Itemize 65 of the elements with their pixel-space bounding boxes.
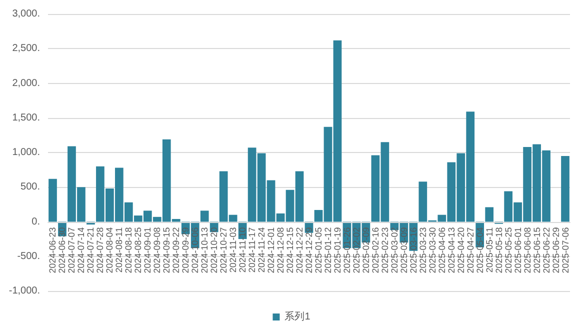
x-tick-label: 2025-02-02	[351, 227, 362, 274]
x-tick-label: 2024-08-04	[104, 227, 115, 274]
x-tick-label: 2024-12-22	[294, 227, 305, 274]
x-tick-label: 2025-05-04	[474, 227, 485, 274]
x-tick-label: 2024-11-17	[247, 227, 258, 273]
x-tick-label: 2025-02-16	[370, 227, 380, 274]
x-tick-label: 2024-07-07	[66, 227, 77, 274]
x-tick-label: 2025-05-18	[494, 227, 504, 274]
x-tick-label: 2024-11-24	[256, 227, 267, 273]
x-tick-label: 2025-03-02	[389, 227, 400, 274]
x-tick-label: 2024-06-30	[57, 227, 68, 274]
y-tick-label: -500.	[17, 250, 40, 262]
x-tick-label: 2024-06-23	[48, 227, 58, 274]
x-tick-label: 2025-04-20	[456, 227, 466, 274]
x-tick-label: 2024-09-01	[142, 227, 153, 274]
y-tick-label: 2,000.	[12, 78, 40, 89]
y-tick-label: 2,500.	[12, 43, 40, 54]
y-tick-label: 0.	[32, 216, 40, 228]
x-tick-label: 2024-07-28	[95, 227, 106, 274]
x-tick-label: 2024-10-13	[200, 227, 210, 274]
y-tick-label: 500.	[20, 182, 40, 193]
x-tick-label: 2024-10-27	[218, 227, 229, 274]
x-tick-label: 2024-11-10	[238, 227, 248, 273]
y-tick-label: 1,500.	[12, 112, 40, 124]
y-tick-label: 1,000.	[12, 147, 40, 158]
x-tick-label: 2025-06-08	[522, 227, 532, 274]
x-tick-label: 2025-04-06	[436, 227, 447, 274]
x-tick-label: 2024-12-08	[276, 227, 286, 274]
x-tick-label: 2025-06-22	[541, 227, 552, 274]
x-tick-label: 2025-05-25	[503, 227, 514, 274]
x-tick-label: 2025-01-05	[313, 227, 324, 274]
x-tick-label: 2024-08-25	[133, 227, 144, 274]
x-tick-label: 2024-07-14	[76, 227, 86, 274]
x-tick-label: 2024-09-08	[152, 227, 162, 274]
x-tick-label: 2025-06-01	[512, 227, 523, 274]
x-tick-label: 2024-09-29	[180, 227, 191, 274]
x-tick-label: 2025-02-23	[380, 227, 390, 274]
x-tick-label: 2025-01-12	[322, 227, 333, 274]
y-tick-label: 3,000.	[12, 8, 40, 20]
x-tick-label: 2025-06-29	[550, 227, 561, 274]
x-tick-label: 2024-09-22	[171, 227, 182, 274]
x-tick-label: 2025-02-09	[360, 227, 371, 274]
y-tick-label: -1,000.	[8, 286, 40, 296]
x-tick-label: 2025-03-09	[398, 227, 409, 274]
x-tick-label: 2024-12-01	[266, 227, 276, 274]
x-tick-label: 2025-03-30	[427, 227, 438, 274]
x-tick-label: 2025-07-06	[560, 227, 570, 274]
x-tick-label: 2025-01-26	[342, 227, 352, 274]
x-tick-label: 2024-08-18	[124, 227, 134, 274]
x-tick-label: 2025-03-23	[418, 227, 428, 274]
x-tick-label: 2024-12-29	[304, 227, 314, 274]
x-tick-label: 2025-06-15	[532, 227, 542, 274]
x-tick-label: 2025-01-19	[332, 227, 342, 274]
x-tick-label: 2024-10-06	[190, 227, 200, 274]
x-tick-label: 2024-07-21	[86, 227, 96, 274]
x-tick-label: 2024-08-11	[114, 227, 124, 273]
legend-label: 系列1	[284, 310, 311, 322]
x-tick-label: 2025-04-13	[446, 227, 456, 274]
x-tick-label: 2024-12-15	[285, 227, 296, 274]
x-tick-label: 2024-09-15	[162, 227, 172, 274]
x-tick-label: 2024-10-20	[209, 227, 220, 274]
x-tick-label: 2024-11-03	[228, 227, 238, 273]
x-tick-label: 2025-04-27	[465, 227, 476, 274]
x-tick-label: 2025-03-16	[408, 227, 418, 274]
x-tick-label: 2025-05-11	[484, 227, 494, 273]
